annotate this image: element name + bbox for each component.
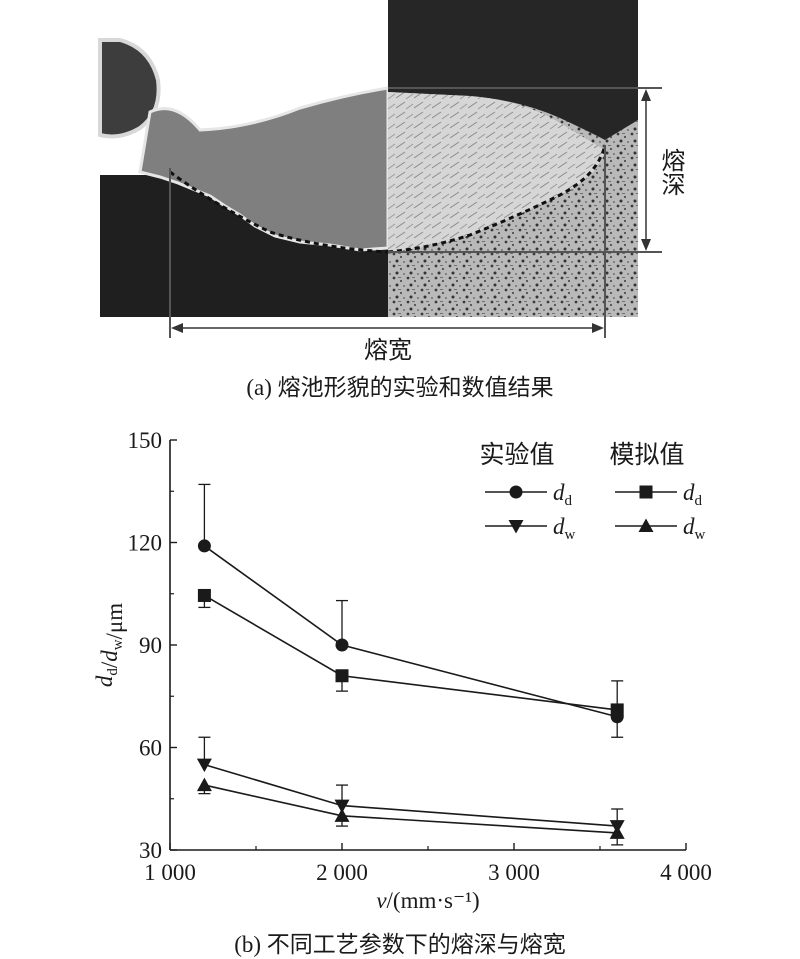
legend-entry: dw xyxy=(615,514,706,543)
y-axis-label: dd/dw/μm xyxy=(92,603,127,687)
data-point xyxy=(335,638,349,652)
x-tick-label: 4 000 xyxy=(660,860,712,885)
depth-width-chart: 30 60 90 120 150 1 000 2 000 3 000 4 000 v/(mm·s⁻… xyxy=(92,428,712,913)
legend-label: dd xyxy=(683,480,703,509)
experiment-panel xyxy=(387,0,638,317)
data-point xyxy=(197,539,211,553)
series-dw-tri-up xyxy=(196,777,625,846)
chart-legend: 实验值 模拟值 dd dd dw dw xyxy=(479,441,705,543)
legend-group-title: 模拟值 xyxy=(609,441,684,469)
series-line xyxy=(203,594,618,711)
legend-marker xyxy=(638,518,654,532)
legend-marker xyxy=(509,485,523,499)
depth-label: 熔深 xyxy=(657,148,685,196)
x-axis-label: v/(mm·s⁻¹) xyxy=(376,888,479,913)
x-tick-label: 3 000 xyxy=(488,860,540,885)
y-tick-label: 150 xyxy=(128,428,163,453)
chart-axes: 30 60 90 120 150 1 000 2 000 3 000 4 000 v/(mm·s⁻… xyxy=(92,428,712,913)
data-point xyxy=(334,808,350,822)
y-tick-label: 30 xyxy=(139,838,162,863)
legend-entry: dd xyxy=(615,480,703,509)
y-tick-label: 90 xyxy=(139,633,162,658)
depth-annotation: 熔深 xyxy=(388,87,685,253)
data-point xyxy=(334,799,350,814)
data-point xyxy=(196,777,212,792)
figure-a-caption: (a) 熔池形貌的实验和数值结果 xyxy=(246,375,554,400)
x-tick-label: 1 000 xyxy=(144,860,196,885)
chart-plot-area xyxy=(196,483,625,846)
series-line xyxy=(204,763,618,827)
y-tick-label: 60 xyxy=(139,736,162,761)
series-dd-square xyxy=(197,588,624,738)
width-label: 熔宽 xyxy=(364,337,412,364)
legend-marker xyxy=(639,485,653,499)
y-tick-label: 120 xyxy=(128,531,163,556)
legend-label: dw xyxy=(553,514,576,543)
data-point xyxy=(196,758,212,773)
data-point xyxy=(610,703,624,717)
legend-label: dd xyxy=(553,480,573,509)
weld-pool-figure: 熔深 熔宽 xyxy=(98,0,685,364)
x-tick-label: 2 000 xyxy=(316,860,368,885)
legend-marker xyxy=(508,520,524,534)
simulation-panel xyxy=(98,38,390,317)
legend-entry: dw xyxy=(485,514,576,543)
width-annotation: 熔宽 xyxy=(169,145,606,364)
figure-b-caption: (b) 不同工艺参数下的熔深与熔宽 xyxy=(234,932,566,957)
legend-entry: dd xyxy=(485,480,573,509)
legend-label: dw xyxy=(683,514,706,543)
data-point xyxy=(335,669,349,683)
series-dw-tri-down xyxy=(196,736,625,834)
legend-group-title: 实验值 xyxy=(479,441,554,469)
series-line xyxy=(204,784,618,834)
data-point xyxy=(609,825,625,839)
data-point xyxy=(197,588,211,602)
